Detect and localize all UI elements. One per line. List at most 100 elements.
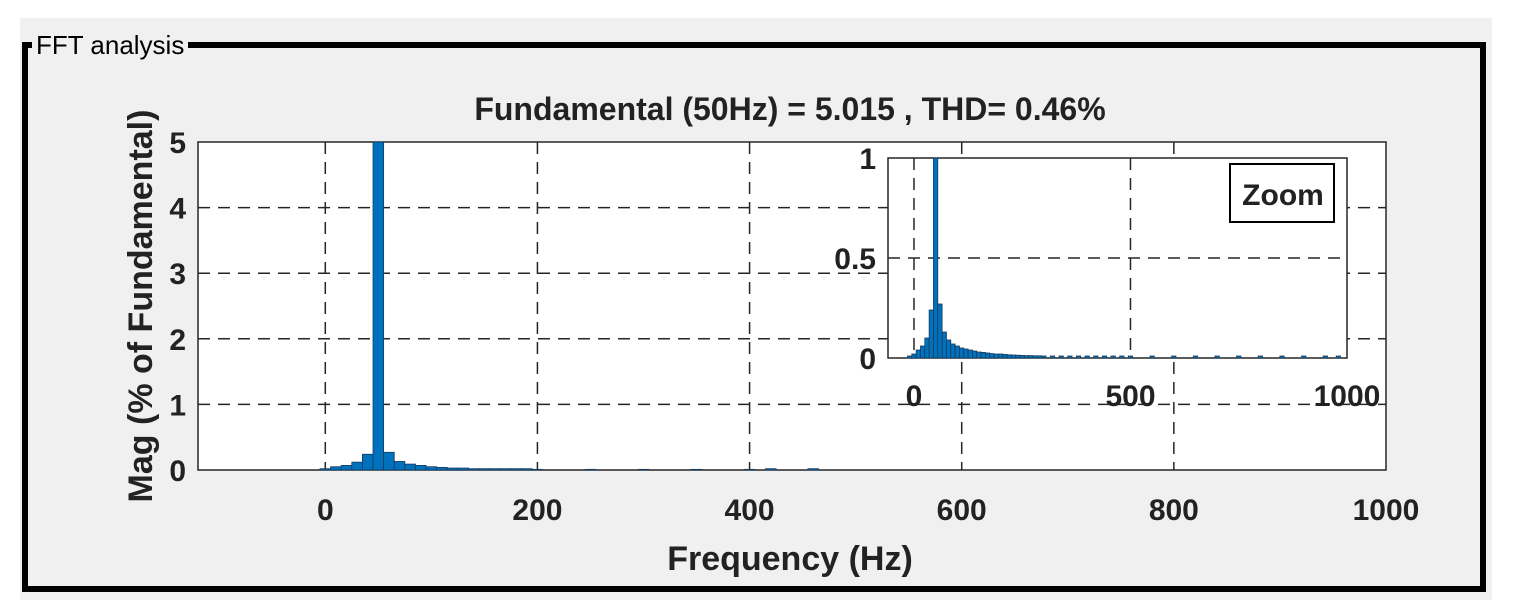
inset-bar (1236, 355, 1242, 359)
inset-y-tick-label: 0.5 (834, 243, 876, 276)
inset-bar (1036, 355, 1043, 359)
main-bar (340, 465, 353, 471)
main-bar (372, 141, 385, 471)
top-white-strip (0, 0, 1518, 18)
main-x-tick-label: 600 (937, 494, 987, 527)
inset-bar (1335, 355, 1341, 359)
inset-bar (911, 353, 917, 359)
main-x-tick-label: 800 (1149, 494, 1199, 527)
main-x-tick-label: 0 (317, 494, 334, 527)
main-bar (393, 461, 406, 471)
inset-bar (1015, 354, 1021, 359)
main-y-tick-label: 5 (169, 127, 186, 160)
inset-bar (1192, 355, 1199, 359)
chart-title: Fundamental (50Hz) = 5.015 , THD= 0.46% (474, 91, 1105, 127)
inset-bar (1149, 355, 1155, 359)
inset-bar (1049, 355, 1056, 359)
inset-bar (1127, 355, 1134, 359)
inset-bar (924, 337, 930, 359)
inset-bar (954, 345, 960, 359)
inset-x-tick-label: 0 (906, 380, 923, 413)
main-bar (690, 468, 703, 471)
inset-bar (1002, 353, 1008, 359)
inset-bar (1075, 355, 1082, 359)
inset-bar (950, 343, 956, 359)
inset-x-tick-labels: 0 500 1000 (906, 380, 1381, 413)
inset-bar (915, 349, 921, 359)
inset-bar (972, 350, 978, 359)
inset-bar (1110, 355, 1116, 359)
inset-bar (920, 345, 926, 359)
main-bar (478, 468, 491, 471)
inset-bar (980, 351, 986, 359)
inset-bar (976, 351, 982, 359)
main-bar (510, 468, 522, 471)
main-y-tick-labels: 0 1 2 3 4 5 (169, 127, 186, 488)
inset-bar (959, 347, 965, 359)
main-bar (415, 465, 427, 471)
main-bar (489, 468, 501, 471)
inset-bar (1032, 355, 1038, 359)
inset-bar (907, 355, 913, 359)
x-axis-label: Frequency (Hz) (667, 540, 913, 578)
main-y-tick-label: 1 (169, 389, 186, 422)
inset-bar (967, 349, 973, 359)
main-y-tick-label: 2 (169, 324, 186, 357)
inset-bar (1101, 355, 1108, 359)
inset-bar (1301, 355, 1307, 359)
main-y-tick-label: 3 (169, 258, 186, 291)
inset-bar (985, 352, 991, 359)
inset-bar (1171, 355, 1177, 359)
inset-x-tick-label: 1000 (1314, 380, 1381, 413)
main-bar (319, 468, 331, 471)
inset-bar (928, 309, 934, 359)
inset-bar (1119, 355, 1125, 359)
main-x-tick-labels: 0 200 400 600 800 1000 (317, 494, 1419, 527)
inset-bar (1024, 355, 1030, 359)
inset-y-tick-label: 1 (859, 143, 876, 176)
main-x-tick-label: 400 (725, 494, 775, 527)
main-bar (457, 467, 469, 471)
main-bars (319, 141, 819, 471)
main-bar (436, 466, 448, 471)
inset-plot: 00.51 0 500 1000 Zoom (834, 143, 1380, 413)
panel-frame (22, 42, 1486, 592)
zoom-label-box (1229, 163, 1335, 223)
main-bar (446, 467, 459, 471)
inset-bar (946, 339, 952, 359)
inset-bar (1279, 355, 1285, 359)
panel-title: FFT analysis (32, 28, 189, 62)
main-bar (383, 451, 395, 471)
inset-bar (1093, 355, 1099, 359)
main-bar (362, 453, 374, 471)
inset-y-tick-labels: 00.51 (834, 143, 876, 376)
main-bar (330, 466, 342, 471)
inset-bar (937, 303, 943, 359)
main-bar (765, 468, 777, 471)
inset-bar (1028, 355, 1034, 359)
main-bar (499, 468, 512, 471)
inset-bars (907, 157, 1341, 359)
main-bar (584, 468, 597, 471)
main-y-tick-label: 4 (169, 193, 186, 226)
main-bar (637, 468, 650, 471)
inset-bar (1019, 354, 1025, 359)
inset-bar (989, 353, 995, 359)
inset-bar (933, 157, 939, 359)
main-bar (743, 468, 756, 471)
inset-bar (1214, 355, 1220, 359)
inset-y-tick-label: 0 (859, 343, 876, 376)
inset-bar (1006, 354, 1012, 359)
inset-bar (1084, 355, 1090, 359)
inset-bar (1257, 355, 1263, 359)
inset-grid (888, 158, 1347, 358)
inset-bar (941, 331, 947, 359)
inset-bar (1041, 355, 1047, 359)
inset-x-tick-label: 500 (1105, 380, 1155, 413)
inset-bar (1322, 355, 1328, 359)
main-y-tick-label: 0 (169, 455, 186, 488)
y-axis-label: Mag (% of Fundamental) (122, 110, 160, 503)
main-bar (351, 461, 363, 471)
main-bar (531, 468, 544, 471)
